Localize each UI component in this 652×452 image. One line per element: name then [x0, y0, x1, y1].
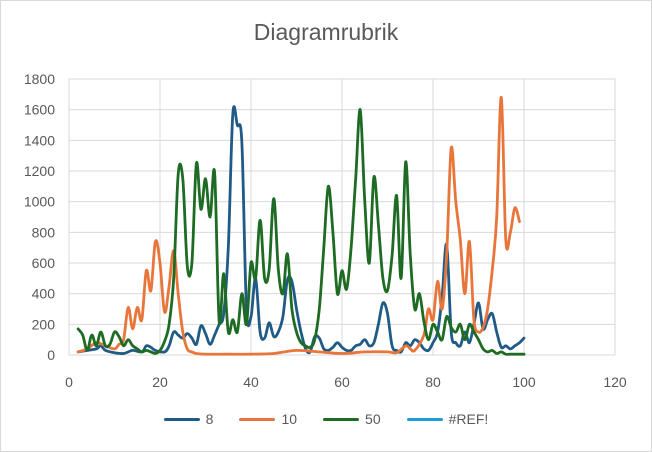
legend-swatch — [239, 417, 276, 421]
series-line-50 — [76, 108, 526, 356]
legend-label: 50 — [365, 411, 381, 427]
y-tick-label: 0 — [47, 347, 55, 363]
series-line-8 — [76, 105, 526, 355]
y-axis-labels: 0 200 400 600 800 1000 1200 1400 1600 1800 — [24, 71, 55, 363]
legend-swatch — [163, 417, 200, 421]
x-tick-label: 100 — [512, 374, 536, 390]
x-tick-label: 40 — [243, 374, 259, 390]
y-tick-label: 200 — [32, 316, 56, 332]
legend-item-ref: #REF! — [406, 411, 489, 427]
x-tick-label: 80 — [425, 374, 441, 390]
legend: 8 10 50 #REF! — [1, 411, 651, 427]
x-tick-label: 0 — [65, 374, 73, 390]
y-tick-label: 400 — [32, 286, 56, 302]
x-tick-label: 120 — [603, 374, 627, 390]
chart-title: Diagramrubrik — [253, 19, 399, 45]
legend-swatch — [406, 417, 443, 421]
x-tick-label: 60 — [334, 374, 350, 390]
legend-item-8: 8 — [163, 411, 214, 427]
legend-label: 8 — [205, 411, 214, 427]
y-tick-label: 800 — [32, 224, 56, 240]
legend-item-50: 50 — [323, 411, 381, 427]
y-tick-label: 1600 — [24, 102, 55, 118]
y-tick-label: 1400 — [24, 132, 55, 148]
y-tick-label: 600 — [32, 255, 56, 271]
y-tick-label: 1800 — [24, 71, 55, 87]
x-axis-labels: 0 20 40 60 80 100 120 — [65, 374, 627, 390]
legend-label: #REF! — [448, 411, 489, 427]
legend-label: 10 — [281, 411, 298, 427]
legend-item-10: 10 — [239, 411, 297, 427]
y-tick-label: 1000 — [24, 194, 55, 210]
gridlines — [68, 78, 616, 356]
series-lines — [76, 95, 526, 356]
legend-swatch — [323, 417, 360, 421]
y-tick-label: 1200 — [24, 163, 55, 179]
x-tick-label: 20 — [152, 374, 168, 390]
series-line-10 — [76, 95, 521, 356]
